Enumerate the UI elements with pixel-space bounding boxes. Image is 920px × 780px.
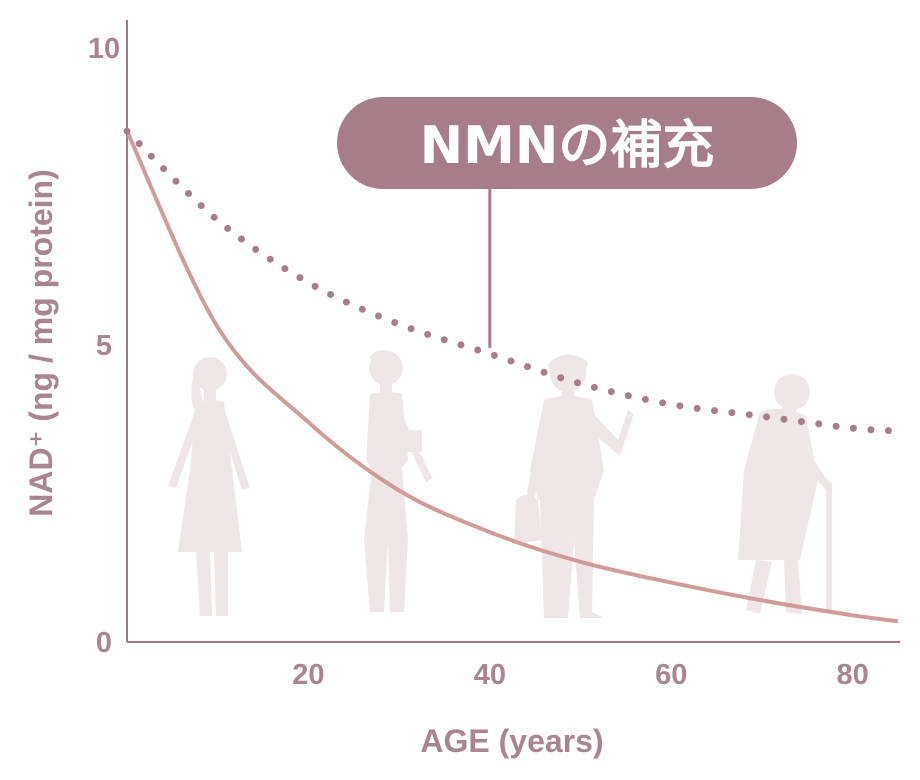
x-axis-title: AGE (years) <box>420 723 603 759</box>
natural-decline-solid-line <box>125 130 899 624</box>
x-tick-label: 40 <box>474 659 506 691</box>
x-tick-label: 60 <box>655 659 687 691</box>
middle-aged-woman-silhouette <box>514 354 634 618</box>
adult-woman-silhouette <box>364 350 432 612</box>
nmn-annotation: NMNの補充 <box>337 97 797 348</box>
y-tick-label: 10 <box>88 33 120 65</box>
y-tick-label: 5 <box>96 330 112 362</box>
silhouettes <box>168 350 832 618</box>
axes <box>126 20 900 643</box>
callout-label: NMNの補充 <box>420 116 715 176</box>
y-tick-labels: 0 5 10 <box>88 33 120 659</box>
y-axis-title: NAD⁺ (ng / mg protein) <box>23 169 59 517</box>
elderly-woman-with-cane-silhouette <box>738 374 832 614</box>
nmn-supplement-dotted-line <box>123 127 902 435</box>
x-tick-label: 20 <box>292 659 324 691</box>
series-layer <box>123 127 902 624</box>
young-woman-silhouette <box>168 357 250 616</box>
callout-pill <box>337 97 797 189</box>
x-tick-label: 80 <box>837 659 869 691</box>
x-tick-labels: 20 40 60 80 <box>292 659 869 691</box>
y-tick-label: 0 <box>96 627 112 659</box>
